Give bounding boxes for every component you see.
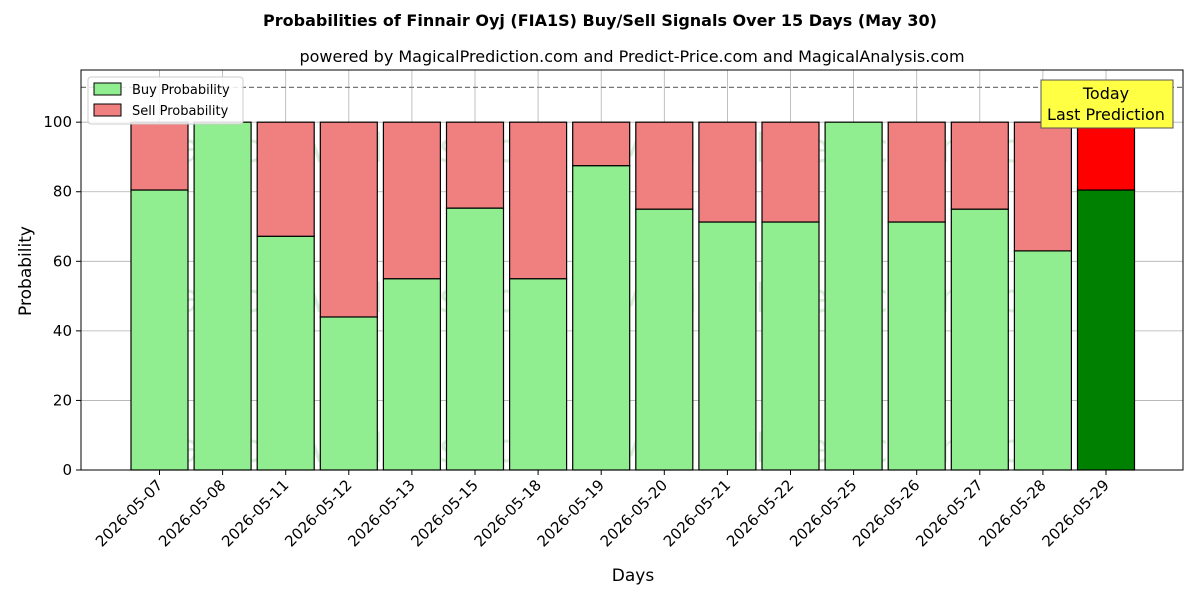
annotation-text: Today — [1082, 84, 1129, 103]
sell-bar — [382, 121, 441, 280]
annotation-text: Last Prediction — [1047, 105, 1165, 124]
sell-bar — [256, 121, 315, 237]
x-tick-label: 2026-05-07 — [92, 476, 166, 550]
sell-bar — [572, 121, 631, 167]
buy-bar — [509, 278, 568, 471]
buy-bar — [445, 207, 505, 471]
x-tick-label: 2026-05-15 — [407, 476, 481, 550]
x-tick-label: 2026-05-22 — [723, 476, 797, 550]
sell-bar — [887, 121, 946, 223]
y-tick-label: 0 — [62, 461, 72, 479]
legend-box — [87, 76, 244, 125]
x-axis-label: Days — [612, 566, 655, 586]
x-tick-label: 2026-05-29 — [1038, 476, 1112, 550]
sell-bar — [1076, 121, 1136, 191]
sell-bar — [130, 121, 189, 191]
buy-bar — [382, 278, 441, 471]
buy-bar — [950, 208, 1009, 471]
x-tick-label: 2026-05-12 — [281, 476, 355, 550]
legend-label-buy: Buy Probability — [132, 83, 230, 98]
x-tick-label: 2026-05-26 — [849, 476, 923, 550]
legend-swatch-sell — [93, 103, 122, 117]
x-tick-label: 2026-05-21 — [660, 476, 734, 550]
sell-bar — [319, 121, 378, 318]
x-tick-label: 2026-05-11 — [218, 476, 292, 550]
buy-bar — [256, 235, 315, 471]
buy-bar — [761, 221, 820, 471]
chart-title: Probabilities of Finnair Oyj (FIA1S) Buy… — [263, 11, 937, 30]
y-tick-label: 20 — [53, 391, 72, 409]
legend: Buy Probability Sell Probability — [87, 76, 244, 125]
legend-label-sell: Sell Probability — [132, 104, 229, 119]
y-tick-label: 100 — [43, 113, 72, 131]
buy-bar — [698, 221, 757, 471]
x-tick-label: 2026-05-13 — [344, 476, 418, 550]
x-tick-label: 2026-05-20 — [597, 476, 671, 550]
buy-bar — [193, 121, 252, 471]
sell-bar — [761, 121, 820, 223]
sell-bar — [445, 121, 505, 209]
sell-bar — [635, 121, 694, 210]
buy-bar — [572, 165, 631, 471]
sell-bar — [1013, 121, 1073, 252]
sell-bar — [950, 121, 1009, 210]
buy-bar — [887, 221, 946, 471]
y-tick-label: 40 — [53, 322, 72, 340]
chart-subtitle: powered by MagicalPrediction.com and Pre… — [299, 47, 964, 66]
x-tick-label: 2026-05-19 — [534, 476, 608, 550]
buy-bar — [1013, 250, 1073, 471]
annotation-box — [1040, 79, 1174, 129]
x-tick-label: 2026-05-25 — [786, 476, 860, 550]
plot-area: MagicalAnalysis.comMagicalPrediction.com… — [43, 69, 1184, 550]
x-tick-label: 2026-05-08 — [155, 476, 229, 550]
buy-bar — [635, 208, 694, 471]
legend-swatch-buy — [93, 82, 122, 96]
buy-bar — [824, 121, 883, 471]
sell-bar — [698, 121, 757, 223]
x-tick-label: 2026-05-28 — [975, 476, 1049, 550]
y-tick-label: 80 — [53, 183, 72, 201]
buy-bar — [1076, 189, 1136, 471]
x-tick-label: 2026-05-18 — [471, 476, 545, 550]
annotation-today: Today Last Prediction — [1040, 79, 1174, 129]
sell-bar — [509, 121, 568, 280]
plot-frame — [80, 69, 1184, 471]
buy-bar — [130, 189, 189, 471]
y-tick-label: 60 — [53, 252, 72, 270]
buy-bar — [319, 316, 378, 471]
y-axis-label: Probability — [16, 226, 36, 316]
x-tick-label: 2026-05-27 — [912, 476, 986, 550]
